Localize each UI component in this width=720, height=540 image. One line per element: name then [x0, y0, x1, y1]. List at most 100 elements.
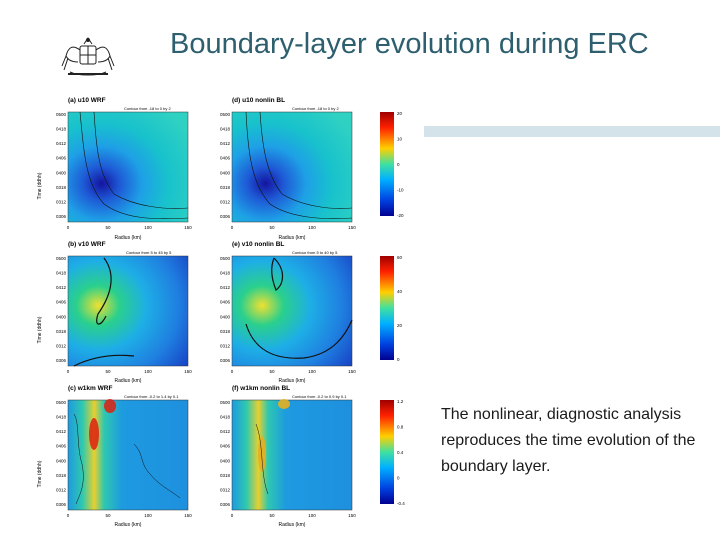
x-tick-label: 0	[231, 225, 234, 230]
contour-note: Contour from -18 to 0 by 2	[292, 106, 339, 111]
y-tick-label: 0306	[220, 502, 231, 507]
x-axis-label: Radius (km)	[115, 522, 142, 528]
panel-title: (a) u10 WRF	[68, 97, 106, 104]
y-tick-label: 0406	[220, 444, 231, 449]
y-tick-label: 0418	[56, 415, 67, 420]
panel-b: (b) v10 WRF Contour from 5 to 45 by 5	[67, 241, 189, 367]
panel-title: (d) u10 nonlin BL	[232, 97, 285, 104]
x-tick-label: 150	[184, 225, 192, 230]
y-tick-label: 0318	[56, 473, 67, 478]
heatmap	[67, 255, 189, 367]
y-tick-label: 0312	[220, 343, 231, 348]
heatmap	[231, 111, 353, 223]
figure-panels: (a) u10 WRF Contour from -18 to 0 by 2 (…	[37, 97, 405, 528]
y-axis-label: Time (ddhh)	[37, 316, 43, 343]
heatmap	[67, 111, 189, 223]
heatmap	[231, 399, 353, 511]
x-tick-label: 0	[67, 225, 70, 230]
y-axis-labels: Time (ddhh) Time (ddhh) Time (ddhh)	[37, 172, 43, 487]
colorbar-tick-label: 0	[397, 476, 400, 481]
y-tick-label: 0312	[56, 487, 67, 492]
y-tick-label: 0400	[56, 458, 67, 463]
y-tick-label: 0500	[56, 256, 67, 261]
y-tick-label: 0318	[56, 329, 67, 334]
x-tick-label: 150	[348, 369, 356, 374]
colorbar-ticks: 20 10 0 -10 -20 60 40 20 0 1.2 0.8 0.4 0 -0.4	[397, 111, 405, 506]
heatmap	[231, 255, 353, 367]
y-tick-label: 0500	[56, 400, 67, 405]
y-tick-label: 0406	[56, 300, 67, 305]
colorbar-w	[380, 400, 394, 504]
contour-note: Contour from -0.2 to 0.9 by 0.1	[292, 394, 347, 399]
colorbar-tick-label: -20	[397, 213, 404, 218]
x-tick-label: 150	[184, 513, 192, 518]
panel-d: (d) u10 nonlin BL Contour from -18 to 0 …	[231, 97, 353, 223]
colorbar-tick-label: 20	[397, 111, 403, 116]
x-tick-label: 150	[348, 225, 356, 230]
y-tick-label: 0312	[220, 487, 231, 492]
y-tick-label: 0400	[220, 170, 231, 175]
y-tick-label: 0418	[220, 271, 231, 276]
colorbar-tick-label: 0	[397, 162, 400, 167]
x-tick-label: 150	[184, 369, 192, 374]
y-tick-label: 0412	[56, 141, 67, 146]
panel-e: (e) v10 nonlin BL Contour from 5 to 40 b…	[231, 241, 353, 367]
colorbar-tick-label: 10	[397, 137, 403, 142]
y-tick-label: 0418	[56, 127, 67, 132]
y-tick-label: 0412	[56, 285, 67, 290]
x-axis-label: Radius (km)	[279, 378, 306, 384]
x-axis-labels: Radius (km) Radius (km) Radius (km) Radi…	[115, 235, 306, 528]
y-tick-label: 0406	[220, 156, 231, 161]
x-tick-label: 100	[308, 369, 316, 374]
contour-note: Contour from -0.2 to 1.4 by 0.1	[124, 394, 179, 399]
y-tick-label: 0306	[220, 214, 231, 219]
colorbar-tick-label: 40	[397, 289, 403, 294]
y-tick-label: 0418	[56, 271, 67, 276]
x-tick-label: 0	[231, 369, 234, 374]
coat-of-arms-icon	[61, 37, 115, 76]
y-tick-label: 0318	[220, 329, 231, 334]
x-axis-label: Radius (km)	[279, 522, 306, 528]
colorbar-tick-label: 1.2	[397, 399, 404, 404]
y-tick-label: 0306	[56, 358, 67, 363]
y-tick-label: 0318	[220, 185, 231, 190]
y-axis-label: Time (ddhh)	[37, 460, 43, 487]
panel-f: (f) w1km nonlin BL Contour from -0.2 to …	[231, 385, 353, 511]
y-tick-label: 0312	[56, 199, 67, 204]
y-tick-label: 0406	[220, 300, 231, 305]
y-tick-label: 0312	[220, 199, 231, 204]
y-tick-label: 0306	[56, 502, 67, 507]
panel-title: (e) v10 nonlin BL	[232, 241, 284, 248]
x-tick-label: 150	[348, 513, 356, 518]
y-tick-label: 0400	[56, 170, 67, 175]
panel-a: (a) u10 WRF Contour from -18 to 0 by 2	[67, 97, 189, 223]
colorbar-tick-label: -0.4	[397, 501, 405, 506]
y-tick-label: 0412	[220, 429, 231, 434]
colorbar-u	[380, 112, 394, 216]
x-tick-label: 100	[144, 369, 152, 374]
x-axis-label: Radius (km)	[279, 235, 306, 241]
contour-note: Contour from 5 to 45 by 5	[126, 250, 172, 255]
heatmap	[67, 399, 189, 511]
y-tick-label: 0400	[220, 314, 231, 319]
y-tick-label: 0412	[220, 141, 231, 146]
x-axis-label: Radius (km)	[115, 235, 142, 241]
y-tick-label: 0406	[56, 444, 67, 449]
y-tick-label: 0418	[220, 415, 231, 420]
panel-title: (f) w1km nonlin BL	[232, 385, 290, 392]
x-tick-label: 50	[269, 225, 275, 230]
colorbar-tick-label: 0.8	[397, 425, 404, 430]
x-tick-label: 100	[144, 225, 152, 230]
panel-title: (c) w1km WRF	[68, 385, 112, 392]
y-tick-label: 0500	[56, 112, 67, 117]
x-tick-label: 0	[67, 513, 70, 518]
x-tick-label: 50	[269, 369, 275, 374]
x-tick-label: 50	[105, 225, 111, 230]
y-tick-label: 0500	[220, 400, 231, 405]
panel-c: (c) w1km WRF Contour from -0.2 to 1.4 by…	[67, 385, 189, 511]
x-tick-label: 0	[231, 513, 234, 518]
contour-note: Contour from -18 to 0 by 2	[124, 106, 171, 111]
colorbar-v	[380, 256, 394, 360]
slide-caption: The nonlinear, diagnostic analysis repro…	[441, 406, 696, 475]
